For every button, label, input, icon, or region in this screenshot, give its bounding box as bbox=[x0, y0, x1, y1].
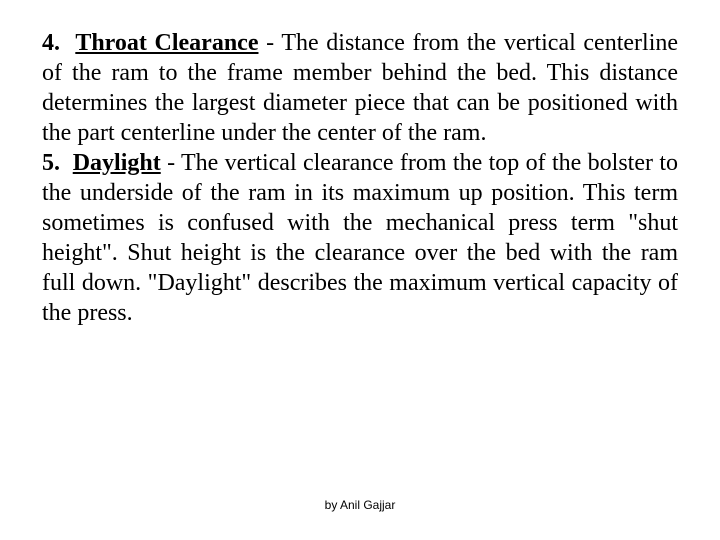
item-number: 5. bbox=[42, 150, 60, 176]
paragraph: 4. Throat Clearance - The distance from … bbox=[42, 28, 678, 148]
footer-credit: by Anil Gajjar bbox=[0, 498, 720, 512]
term-title: Throat Clearance bbox=[75, 30, 258, 56]
item-number: 4. bbox=[42, 30, 60, 56]
term-definition: - The vertical clearance from the top of… bbox=[42, 150, 678, 326]
document-body: 4. Throat Clearance - The distance from … bbox=[42, 28, 678, 328]
paragraph: 5. Daylight - The vertical clearance fro… bbox=[42, 148, 678, 328]
term-title: Daylight bbox=[73, 150, 161, 176]
